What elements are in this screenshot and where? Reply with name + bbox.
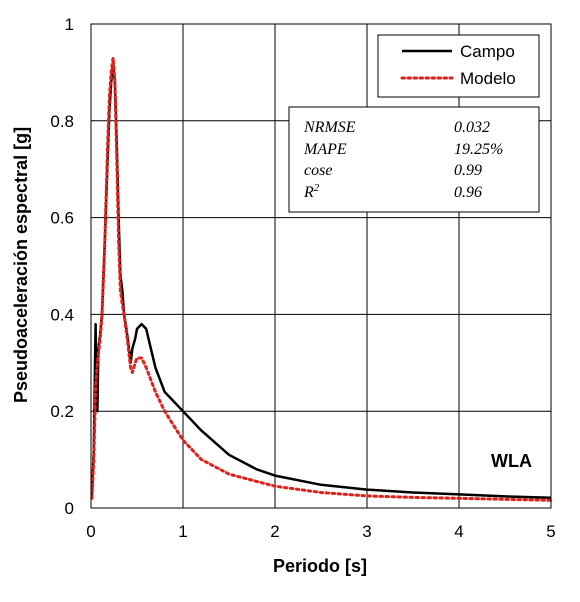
stats-label-r2-sup: 2 bbox=[314, 182, 320, 194]
stats-value-nrmse: 0.032 bbox=[454, 119, 490, 136]
stats-label-r2: R2 bbox=[303, 182, 320, 201]
x-tick-label: 4 bbox=[454, 522, 463, 541]
stats-value-cose: 0.99 bbox=[454, 162, 482, 179]
y-tick-label: 1 bbox=[65, 15, 74, 34]
stats-value-r2: 0.96 bbox=[454, 184, 482, 201]
y-axis-title: Pseudoaceleración espectral [g] bbox=[11, 127, 31, 403]
legend: Campo Modelo bbox=[377, 34, 540, 98]
series-modelo-line bbox=[90, 56, 553, 502]
stats-box: NRMSE 0.032 MAPE 19.25% cose 0.99 R2 0.9… bbox=[288, 106, 540, 213]
stats-label-nrmse: NRMSE bbox=[303, 119, 356, 136]
x-tick-labels: 0 1 2 3 4 5 bbox=[86, 522, 555, 541]
legend-box bbox=[377, 34, 540, 98]
stats-label-cose: cose bbox=[304, 162, 332, 179]
stats-box-frame bbox=[288, 106, 540, 213]
stats-label-mape: MAPE bbox=[303, 141, 347, 158]
series-layer bbox=[90, 56, 553, 502]
y-tick-label: 0.8 bbox=[50, 112, 74, 131]
x-tick-label: 1 bbox=[178, 522, 187, 541]
legend-modelo-label: Modelo bbox=[460, 69, 516, 88]
y-tick-labels: 0 0.2 0.4 0.6 0.8 1 bbox=[50, 15, 74, 518]
legend-campo-label: Campo bbox=[460, 42, 515, 61]
y-tick-label: 0.6 bbox=[50, 209, 74, 228]
x-tick-label: 2 bbox=[270, 522, 279, 541]
plot-frame bbox=[90, 23, 552, 509]
x-tick-label: 3 bbox=[362, 522, 371, 541]
y-tick-label: 0 bbox=[65, 499, 74, 518]
station-label: WLA bbox=[491, 451, 532, 471]
grid bbox=[91, 24, 551, 508]
x-tick-label: 0 bbox=[86, 522, 95, 541]
y-tick-label: 0.2 bbox=[50, 402, 74, 421]
stats-label-r2-base: R bbox=[303, 184, 314, 201]
x-tick-label: 5 bbox=[546, 522, 555, 541]
x-axis-title: Periodo [s] bbox=[273, 556, 367, 576]
stats-value-mape: 19.25% bbox=[454, 141, 503, 158]
y-tick-label: 0.4 bbox=[50, 305, 74, 324]
